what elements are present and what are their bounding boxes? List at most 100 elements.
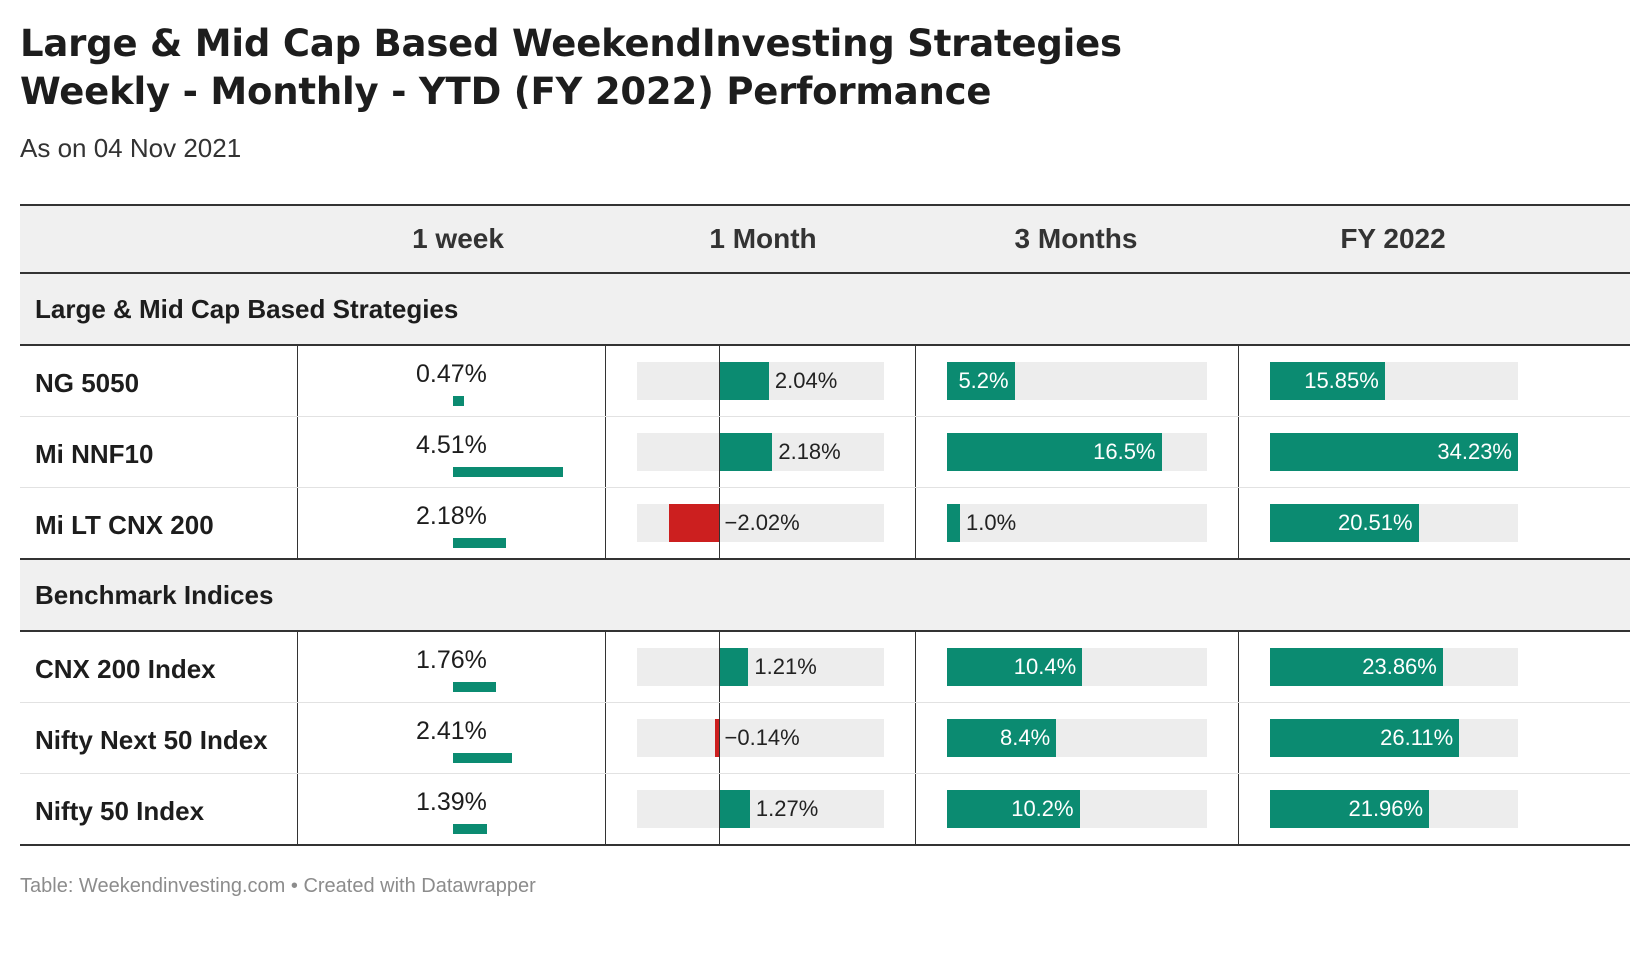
month-bar xyxy=(718,648,749,686)
zero-axis xyxy=(718,417,720,487)
fy-bar xyxy=(1270,504,1419,542)
column-divider xyxy=(915,703,916,773)
fy-value: 20.51% xyxy=(1337,510,1413,535)
month-value: 2.18% xyxy=(778,439,841,464)
row-label: Nifty Next 50 Index xyxy=(35,725,268,755)
column-divider xyxy=(915,488,916,558)
table-row: CNX 200 Index 1.76% 1.21% 10.4% 23.86% xyxy=(20,632,1630,703)
three-months-bar xyxy=(947,504,960,542)
week-bar xyxy=(453,753,512,763)
three-months-track: 1.0% xyxy=(947,504,1207,542)
column-divider xyxy=(605,703,606,773)
row-label: Mi NNF10 xyxy=(35,439,154,469)
fy-bar xyxy=(1270,433,1518,471)
three-months-value: 16.5% xyxy=(1093,439,1156,464)
month-bar xyxy=(715,719,719,757)
group-label: Large & Mid Cap Based Strategies xyxy=(35,294,459,324)
fy-track: 15.85% xyxy=(1270,362,1518,400)
three-months-value: 10.2% xyxy=(1011,796,1074,821)
title-line-2: Weekly - Monthly - YTD (FY 2022) Perform… xyxy=(20,70,992,113)
week-bar xyxy=(453,682,496,692)
three-months-value: 1.0% xyxy=(966,510,1017,535)
column-divider xyxy=(1238,417,1239,487)
three-months-value: 10.4% xyxy=(1013,654,1077,679)
month-value: 2.04% xyxy=(774,368,838,393)
month-bar xyxy=(718,433,773,471)
week-value: 0.47% xyxy=(416,360,487,388)
month-track: −0.14% xyxy=(637,719,884,757)
three-months-bar xyxy=(947,790,1080,828)
column-header-1-week: 1 week xyxy=(412,223,504,254)
zero-axis xyxy=(718,346,720,416)
column-divider xyxy=(605,488,606,558)
fy-track: 34.23% xyxy=(1270,433,1518,471)
table-row: Nifty Next 50 Index 2.41% −0.14% 8.4% 26.11% xyxy=(20,703,1630,774)
three-months-value: 8.4% xyxy=(1000,725,1051,750)
three-months-bar xyxy=(947,719,1057,757)
fy-track: 20.51% xyxy=(1270,504,1518,542)
column-divider xyxy=(1238,703,1239,773)
column-divider xyxy=(915,774,916,844)
three-months-bar xyxy=(947,648,1083,686)
title-line-1: Large & Mid Cap Based WeekendInvesting S… xyxy=(20,22,1122,65)
column-divider xyxy=(605,632,606,702)
three-months-bar xyxy=(947,433,1162,471)
month-track: 2.04% xyxy=(637,362,884,400)
month-bar xyxy=(718,362,769,400)
week-value: 1.39% xyxy=(416,788,487,816)
column-divider xyxy=(605,774,606,844)
month-value: 1.27% xyxy=(755,796,819,821)
three-months-bar xyxy=(947,362,1015,400)
column-divider xyxy=(297,632,298,702)
zero-axis xyxy=(718,703,720,773)
fy-value: 23.86% xyxy=(1362,654,1437,679)
column-divider xyxy=(297,417,298,487)
fy-value: 15.85% xyxy=(1304,368,1379,393)
week-bar xyxy=(453,467,563,477)
week-bar xyxy=(453,538,507,548)
column-divider xyxy=(915,632,916,702)
row-label: Mi LT CNX 200 xyxy=(35,510,214,540)
column-divider xyxy=(605,346,606,416)
fy-bar xyxy=(1270,790,1430,828)
table-row: Mi LT CNX 200 2.18% −2.02% 1.0% 20.51% xyxy=(20,488,1630,560)
column-divider xyxy=(297,488,298,558)
column-divider xyxy=(1238,488,1239,558)
table-body: Large & Mid Cap Based Strategies NG 5050 0… xyxy=(20,274,1630,846)
column-header-fy-2022: FY 2022 xyxy=(1340,223,1446,254)
column-divider xyxy=(297,774,298,844)
fy-value: 21.96% xyxy=(1348,796,1424,821)
month-track: −2.02% xyxy=(637,504,884,542)
three-months-track: 16.5% xyxy=(947,433,1207,471)
three-months-track: 10.4% xyxy=(947,648,1207,686)
month-bar xyxy=(718,790,750,828)
month-value: −2.02% xyxy=(724,510,800,535)
fy-bar xyxy=(1270,362,1385,400)
zero-axis xyxy=(718,632,720,702)
zero-axis xyxy=(718,774,720,844)
column-divider xyxy=(915,346,916,416)
performance-table: 1 week 1 Month 3 Months FY 2022 Large & … xyxy=(20,204,1630,846)
row-label: Nifty 50 Index xyxy=(35,796,205,826)
table-header: 1 week 1 Month 3 Months FY 2022 xyxy=(20,204,1630,274)
week-value: 2.18% xyxy=(416,502,487,530)
fy-bar xyxy=(1270,719,1460,757)
fy-track: 26.11% xyxy=(1270,719,1518,757)
fy-value: 26.11% xyxy=(1380,725,1454,750)
table-row: Nifty 50 Index 1.39% 1.27% 10.2% 21.96% xyxy=(20,774,1630,846)
month-value: 1.21% xyxy=(754,654,817,679)
zero-axis xyxy=(718,488,720,558)
week-value: 1.76% xyxy=(416,646,487,674)
chart-title: Large & Mid Cap Based WeekendInvesting S… xyxy=(20,20,1122,116)
column-divider xyxy=(1238,774,1239,844)
chart-subtitle: As on 04 Nov 2021 xyxy=(20,133,242,163)
column-divider xyxy=(297,346,298,416)
week-value: 2.41% xyxy=(416,717,487,745)
fy-track: 21.96% xyxy=(1270,790,1518,828)
three-months-track: 10.2% xyxy=(947,790,1207,828)
month-track: 2.18% xyxy=(637,433,884,471)
column-header-3-months: 3 Months xyxy=(1014,223,1138,254)
table-row: NG 5050 0.47% 2.04% 5.2% 15.85% xyxy=(20,346,1630,417)
column-divider xyxy=(605,417,606,487)
column-divider xyxy=(915,417,916,487)
